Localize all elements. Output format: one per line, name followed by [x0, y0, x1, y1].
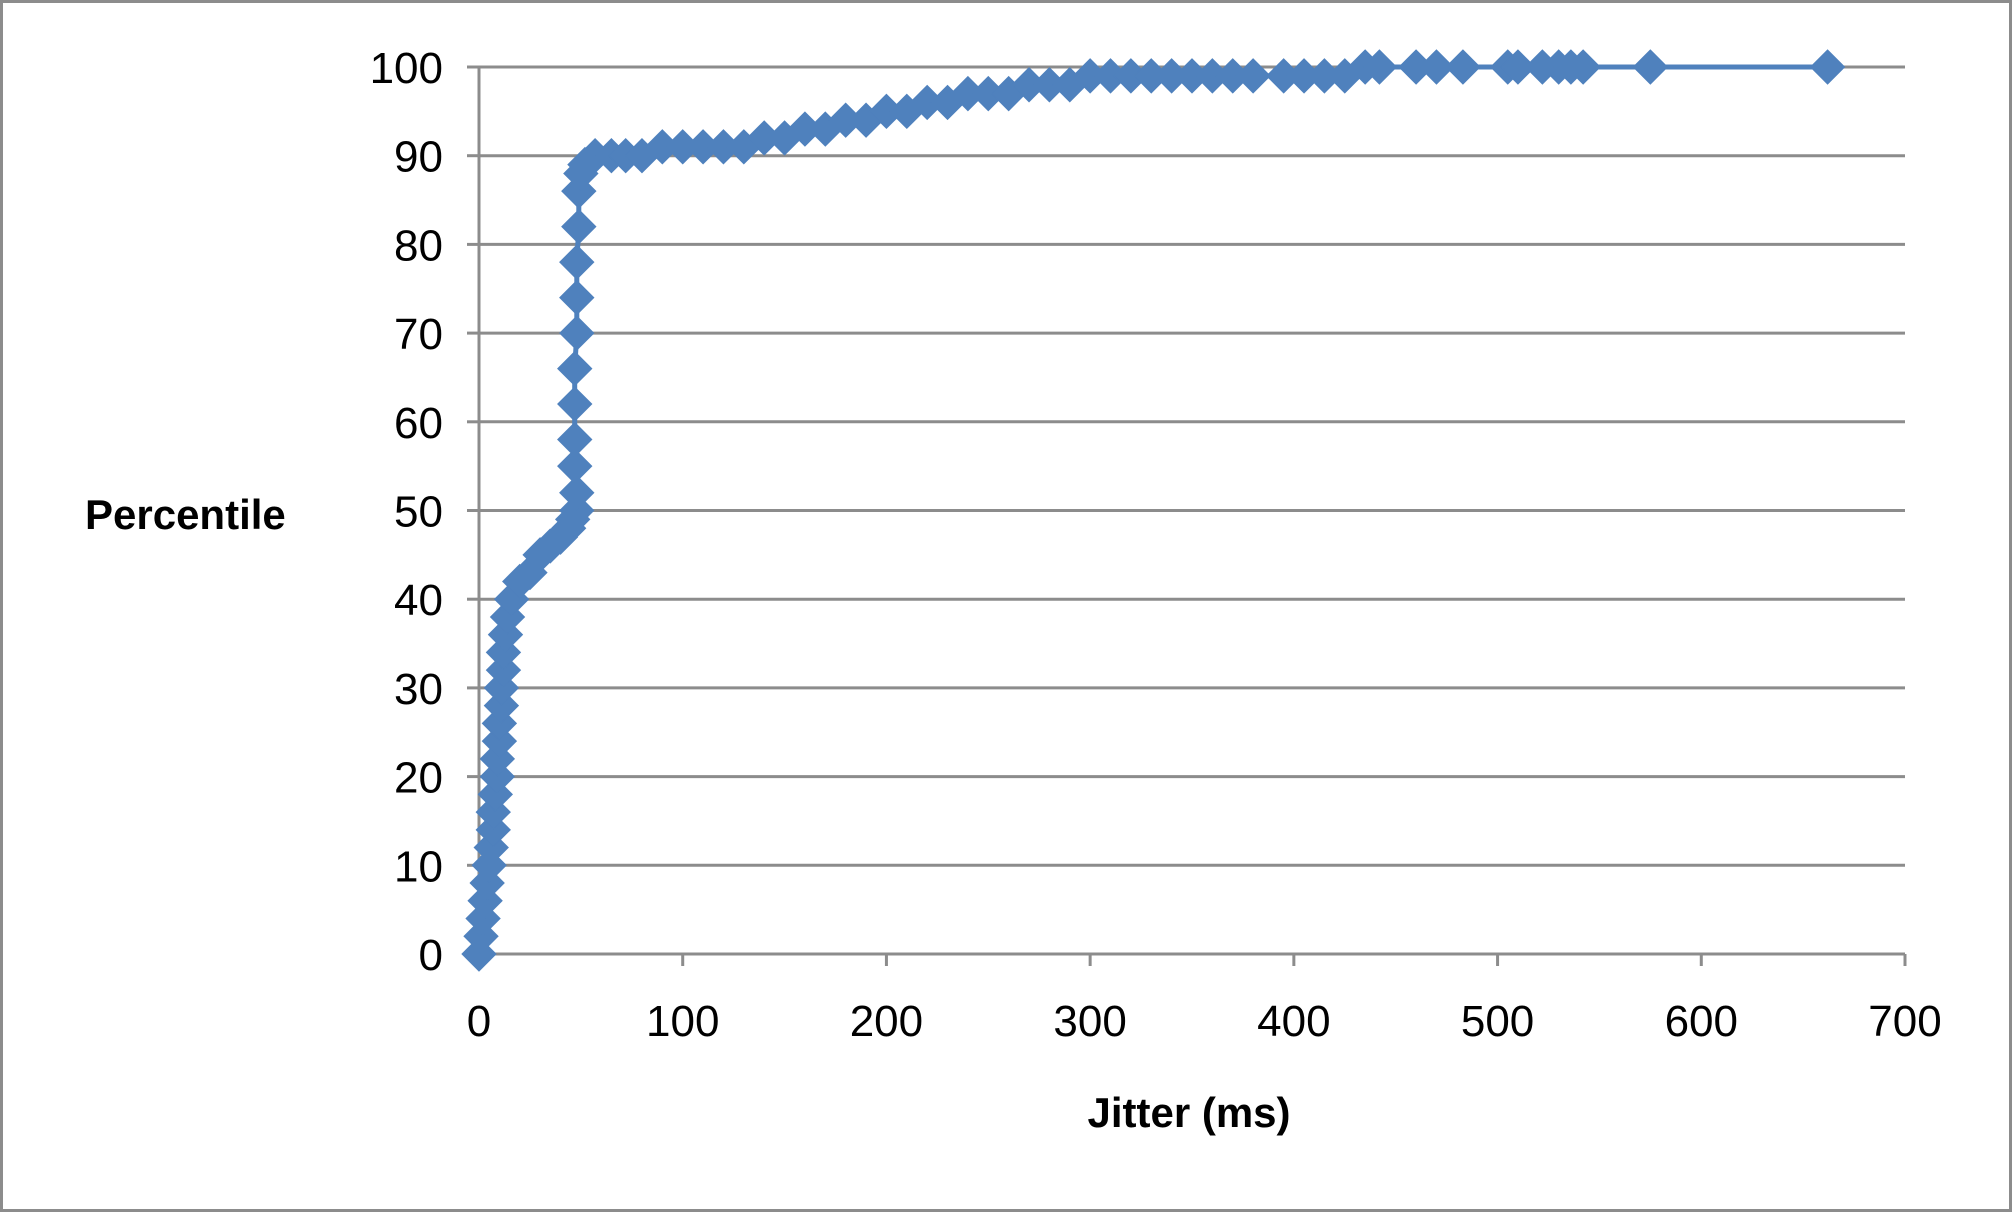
y-tick-label: 60 [394, 399, 443, 448]
axes [467, 65, 1907, 966]
y-tick-labels: 0 10 20 30 40 50 60 70 80 90 100 [370, 44, 443, 980]
y-tick-label: 50 [394, 488, 443, 537]
x-tick-label: 100 [646, 997, 719, 1046]
data-point-marker [557, 350, 593, 387]
y-tick-label: 80 [394, 221, 443, 270]
x-axis-title: Jitter (ms) [1087, 1089, 1290, 1136]
data-point-marker [485, 634, 522, 671]
y-tick-label: 30 [394, 665, 443, 714]
data-point-marker [1565, 49, 1601, 85]
data-point-marker [479, 758, 516, 795]
y-axis-title: Percentile [85, 491, 286, 538]
data-point-marker [559, 279, 595, 316]
data-point-marker [559, 492, 595, 529]
jitter-percentile-chart: 0 100 200 300 400 500 600 700 0 10 20 30 40 50 60 70 80… [85, 44, 1942, 1136]
gridlines [479, 65, 1905, 867]
data-point-marker [561, 208, 597, 245]
data-point-marker [1632, 49, 1669, 85]
data-point-marker [1500, 49, 1536, 85]
y-tick-label: 100 [370, 44, 443, 93]
x-tick-labels: 0 100 200 300 400 500 600 700 [467, 997, 1942, 1046]
y-tick-label: 20 [394, 754, 443, 803]
data-point-marker [1809, 49, 1846, 85]
data-point-marker [481, 723, 518, 759]
y-tick-label: 70 [394, 310, 443, 359]
data-point-marker [485, 652, 522, 688]
x-tick-label: 700 [1868, 997, 1941, 1046]
x-tick-label: 600 [1665, 997, 1738, 1046]
data-point-marker [559, 244, 595, 280]
series-group [461, 49, 1846, 972]
data-point-marker [557, 386, 593, 422]
x-tick-label: 500 [1461, 997, 1534, 1046]
y-tick-label: 10 [394, 842, 443, 891]
data-point-marker [475, 812, 511, 848]
y-tick-label: 0 [419, 931, 443, 980]
y-tick-label: 90 [394, 133, 443, 182]
x-tick-label: 400 [1257, 997, 1330, 1046]
data-point-marker [559, 315, 595, 351]
x-tick-label: 300 [1053, 997, 1126, 1046]
data-point-marker [489, 599, 526, 635]
data-point-marker [557, 421, 593, 458]
data-point-marker [1445, 49, 1481, 85]
data-point-marker [557, 448, 593, 484]
data-point-marker [483, 687, 520, 724]
x-tick-label: 200 [850, 997, 923, 1046]
data-point-marker [559, 475, 595, 511]
data-point-marker [1418, 49, 1455, 85]
y-tick-label: 40 [394, 576, 443, 625]
data-point-marker [1235, 58, 1271, 94]
x-tick-label: 0 [467, 997, 491, 1046]
data-point-marker [1361, 49, 1398, 85]
